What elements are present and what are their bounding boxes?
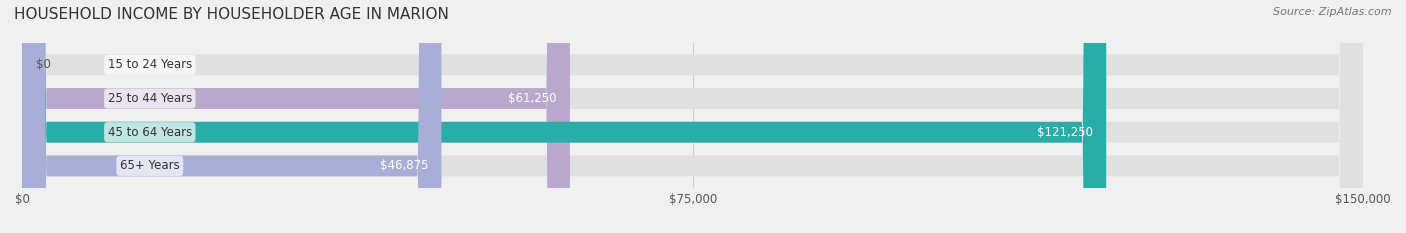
Text: 25 to 44 Years: 25 to 44 Years (108, 92, 193, 105)
Text: HOUSEHOLD INCOME BY HOUSEHOLDER AGE IN MARION: HOUSEHOLD INCOME BY HOUSEHOLDER AGE IN M… (14, 7, 449, 22)
FancyBboxPatch shape (22, 0, 569, 233)
Text: 65+ Years: 65+ Years (120, 159, 180, 172)
FancyBboxPatch shape (22, 0, 1364, 233)
Text: 45 to 64 Years: 45 to 64 Years (108, 126, 193, 139)
FancyBboxPatch shape (22, 0, 1364, 233)
Text: $121,250: $121,250 (1036, 126, 1092, 139)
FancyBboxPatch shape (22, 0, 1364, 233)
Text: 15 to 24 Years: 15 to 24 Years (108, 58, 193, 71)
Text: Source: ZipAtlas.com: Source: ZipAtlas.com (1274, 7, 1392, 17)
FancyBboxPatch shape (22, 0, 441, 233)
Text: $46,875: $46,875 (380, 159, 427, 172)
FancyBboxPatch shape (22, 0, 1364, 233)
Text: $61,250: $61,250 (508, 92, 557, 105)
Text: $0: $0 (35, 58, 51, 71)
FancyBboxPatch shape (22, 0, 1107, 233)
